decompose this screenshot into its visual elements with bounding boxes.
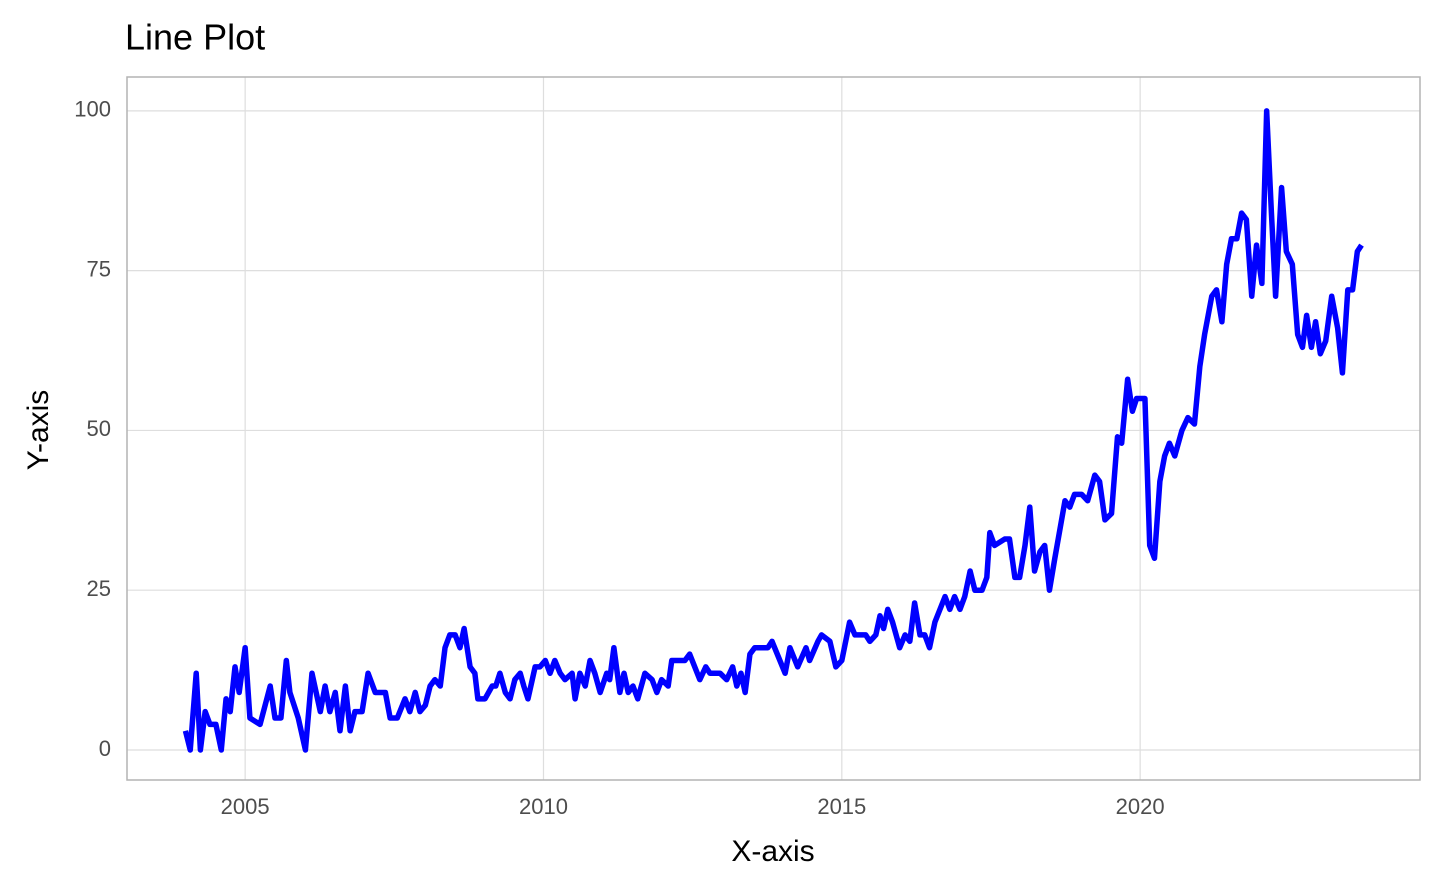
x-axis-title: X-axis [731,835,814,868]
plot-area [182,108,1364,753]
panel-border [126,76,1421,781]
x-tick-label: 2020 [1116,794,1165,819]
y-tick-label: 100 [74,97,111,122]
y-axis-title: Y-axis [22,390,55,471]
x-tick-label: 2010 [519,794,568,819]
y-tick-label: 75 [87,256,111,281]
data-line [182,108,1364,753]
x-tick-label: 2015 [817,794,866,819]
y-tick-label: 50 [87,416,111,441]
y-tick-label: 25 [87,576,111,601]
x-tick-label: 2005 [221,794,270,819]
grid [127,77,1420,780]
y-tick-label: 0 [99,736,111,761]
chart-title: Line Plot [125,17,265,58]
